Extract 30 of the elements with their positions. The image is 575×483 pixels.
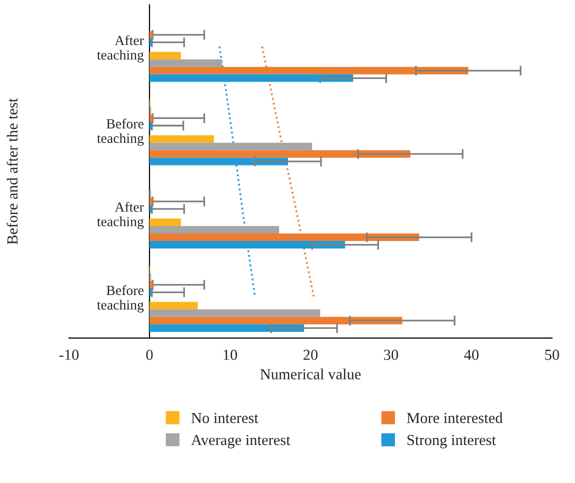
x-axis-title: Numerical value — [260, 368, 361, 380]
legend-label: Strong interest — [408, 434, 496, 448]
legend-label: No interest — [191, 412, 258, 424]
x-tick-label: 0 — [146, 350, 153, 360]
bar — [150, 135, 214, 143]
x-tick-label: 40 — [464, 350, 479, 360]
y-tick-label: Before teaching — [97, 285, 144, 312]
bar — [150, 302, 198, 310]
bar — [150, 59, 222, 67]
bar — [150, 150, 410, 158]
bar — [150, 234, 420, 242]
x-tick-label: 50 — [545, 350, 560, 360]
bar — [150, 324, 304, 332]
y-tick-label: After teaching — [97, 202, 144, 230]
bar — [150, 74, 354, 82]
bar — [150, 309, 320, 317]
x-tick-label: 10 — [224, 350, 238, 360]
x-tick-label: 20 — [304, 350, 318, 360]
legend-label: More interested — [406, 412, 503, 424]
bar — [150, 52, 181, 60]
x-tick-label: 30 — [384, 350, 398, 360]
y-tick-label: After teaching — [97, 35, 144, 63]
bar — [150, 142, 312, 150]
bar — [150, 226, 280, 234]
y-axis-title: Before and after the test — [6, 98, 18, 244]
bar — [150, 218, 181, 226]
bar — [150, 316, 402, 324]
y-tick-label: Before teaching — [97, 118, 144, 146]
legend-label: Average interest — [191, 434, 290, 448]
x-tick-label: -10 — [59, 350, 79, 360]
